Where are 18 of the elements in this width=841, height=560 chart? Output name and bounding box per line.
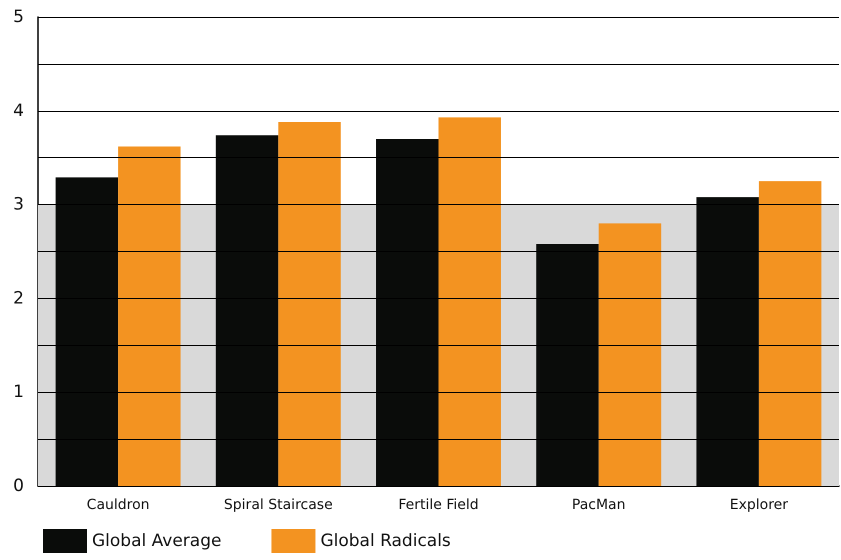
- bar: [278, 122, 341, 486]
- y-tick-label: 3: [13, 194, 24, 215]
- bar: [758, 181, 822, 486]
- legend-label: Global Average: [92, 531, 222, 551]
- y-tick-label: 0: [13, 476, 24, 496]
- y-tick-label: 5: [13, 7, 24, 27]
- x-tick-label: Explorer: [730, 497, 788, 513]
- y-tick-label: 1: [13, 382, 24, 402]
- x-tick-label: Cauldron: [86, 497, 150, 513]
- legend-label: Global Radicals: [320, 531, 451, 551]
- x-tick-label: PacMan: [572, 497, 626, 513]
- y-tick-label: 2: [13, 288, 24, 308]
- bar: [118, 146, 181, 486]
- bar: [438, 117, 501, 486]
- x-tick-label: Fertile Field: [398, 497, 479, 513]
- bar: [598, 223, 662, 486]
- x-tick-label: Spiral Staircase: [224, 497, 333, 513]
- y-tick-label: 4: [13, 100, 24, 121]
